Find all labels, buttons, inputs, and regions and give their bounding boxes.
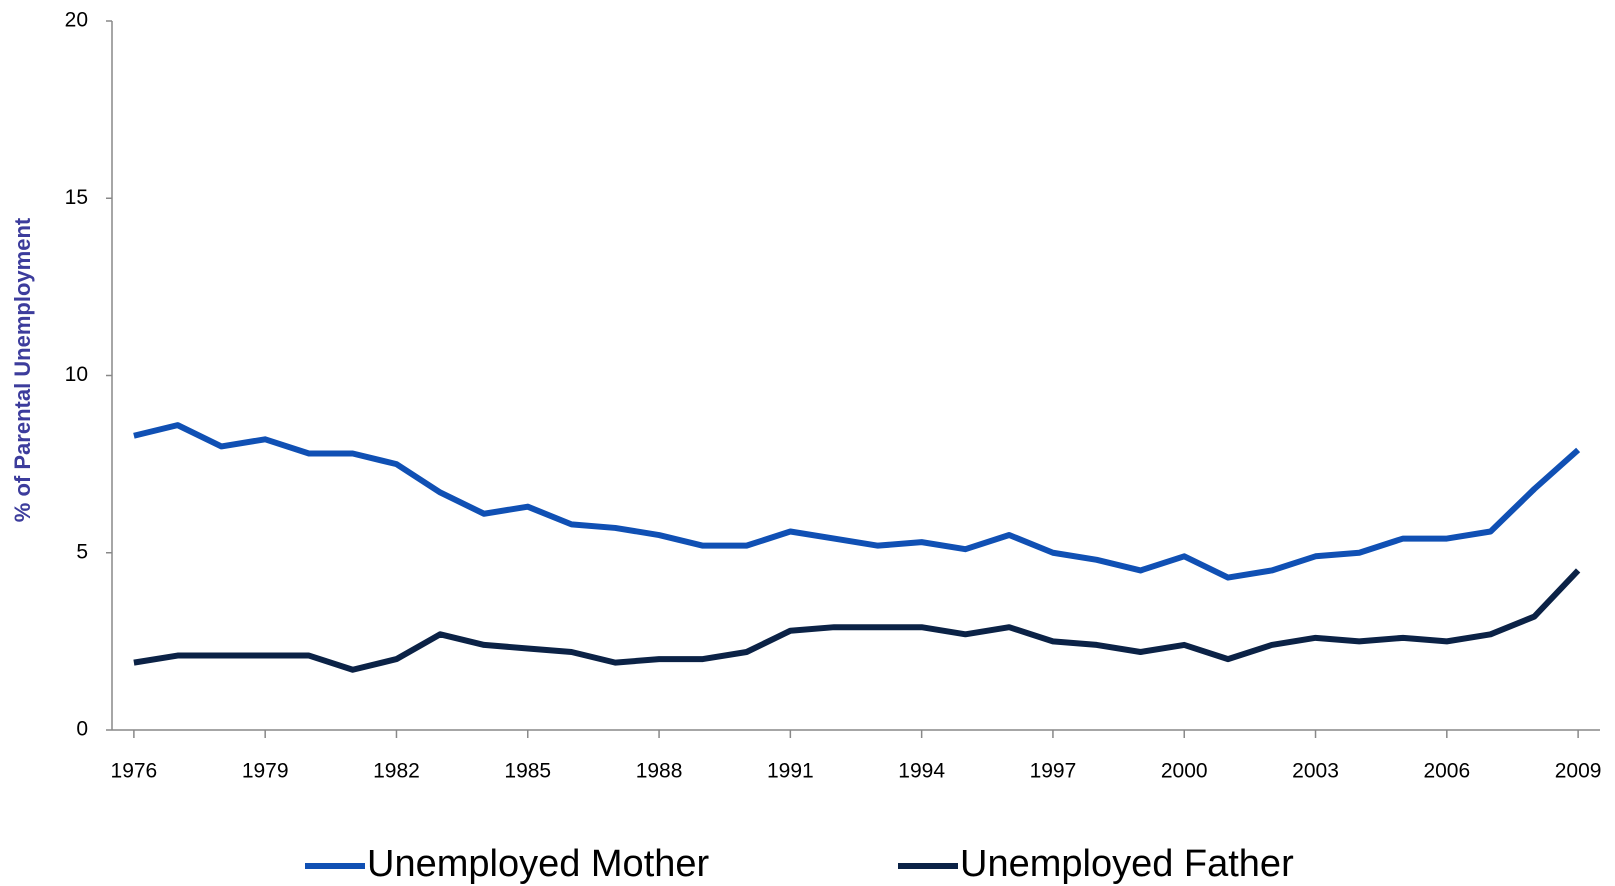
x-tick-label: 1988 <box>636 760 683 783</box>
y-axis-label: % of Parental Unemployment <box>10 217 35 522</box>
x-tick-label: 1979 <box>242 760 289 783</box>
x-tick-label: 2000 <box>1161 760 1208 783</box>
y-tick-label: 0 <box>76 718 88 741</box>
y-tick-label: 10 <box>65 363 88 386</box>
y-tick-label: 15 <box>65 186 88 209</box>
x-tick-label: 1982 <box>373 760 420 783</box>
legend-label: Unemployed Mother <box>367 843 710 885</box>
x-tick-label: 2006 <box>1423 760 1470 783</box>
x-tick-label: 2009 <box>1555 760 1602 783</box>
y-tick-label: 5 <box>76 540 88 563</box>
y-tick-label: 20 <box>65 9 88 32</box>
x-tick-label: 1976 <box>111 760 158 783</box>
line-series <box>133 568 1581 673</box>
legend-label: Unemployed Father <box>960 843 1294 885</box>
x-tick-label: 2003 <box>1292 760 1339 783</box>
line-series <box>133 422 1581 581</box>
x-tick-label: 1997 <box>1030 760 1077 783</box>
x-tick-label: 1991 <box>767 760 814 783</box>
x-tick-label: 1985 <box>504 760 551 783</box>
x-tick-label: 1994 <box>898 760 945 783</box>
